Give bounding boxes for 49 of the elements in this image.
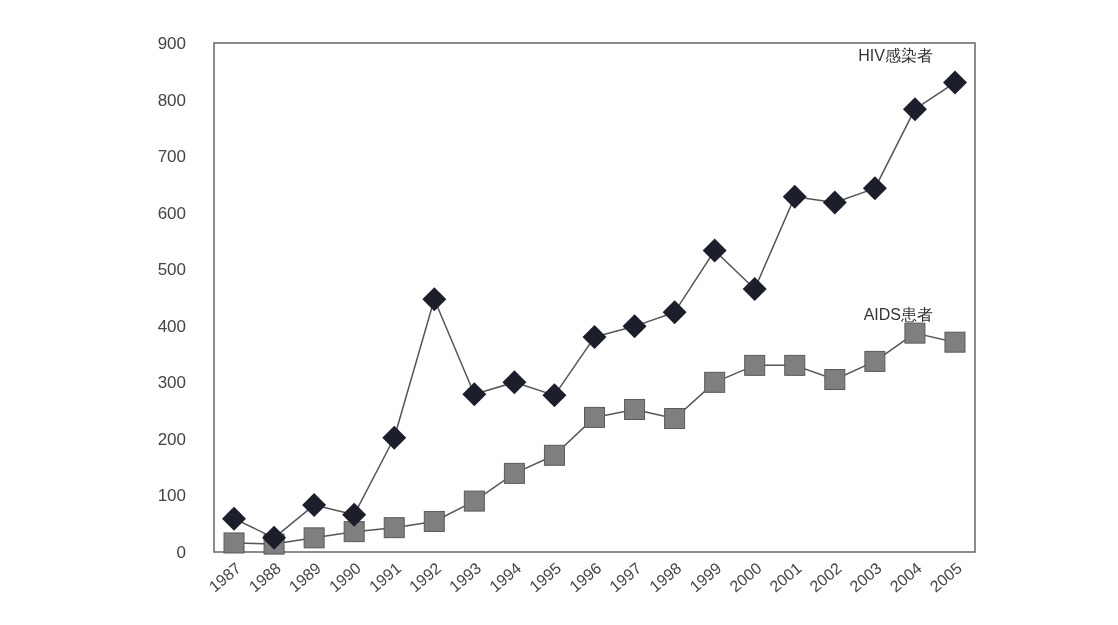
point <box>382 425 407 450</box>
y-tick-label: 100 <box>157 486 186 506</box>
y-tick-label: 700 <box>157 147 186 167</box>
y-tick-label: 500 <box>157 260 186 280</box>
point <box>704 371 726 393</box>
point <box>343 521 365 543</box>
point <box>383 517 405 539</box>
point <box>422 287 447 312</box>
point <box>223 532 245 554</box>
point <box>944 331 966 353</box>
point <box>262 525 287 550</box>
y-tick-label: 400 <box>157 316 186 336</box>
point <box>664 408 686 430</box>
point <box>864 350 886 372</box>
point <box>502 370 527 395</box>
point <box>582 325 607 350</box>
point <box>222 506 247 531</box>
y-tick-label: 0 <box>176 543 186 562</box>
point <box>543 444 565 466</box>
point <box>303 527 325 549</box>
point <box>302 493 327 518</box>
y-tick-label: 600 <box>157 203 186 223</box>
point <box>542 383 567 408</box>
point <box>942 70 967 95</box>
series-label: AIDS患者 <box>863 306 933 324</box>
point <box>824 369 846 391</box>
point <box>662 300 687 325</box>
point <box>342 502 367 527</box>
y-tick-label: 300 <box>157 373 186 393</box>
point <box>904 322 926 344</box>
point <box>463 490 485 512</box>
series-label: HIV感染者 <box>858 46 933 64</box>
point <box>624 398 646 420</box>
point <box>744 354 766 376</box>
point <box>782 184 807 209</box>
point <box>503 462 525 484</box>
point <box>423 510 445 532</box>
point <box>862 176 887 201</box>
y-tick-label: 900 <box>157 34 186 53</box>
point <box>902 97 927 122</box>
point <box>702 238 727 263</box>
point <box>462 382 487 407</box>
y-tick-label: 200 <box>157 429 186 449</box>
point <box>622 314 647 339</box>
y-tick-label: 800 <box>157 90 186 110</box>
point <box>784 354 806 376</box>
point <box>822 190 847 215</box>
point <box>742 277 767 302</box>
point <box>584 406 605 428</box>
